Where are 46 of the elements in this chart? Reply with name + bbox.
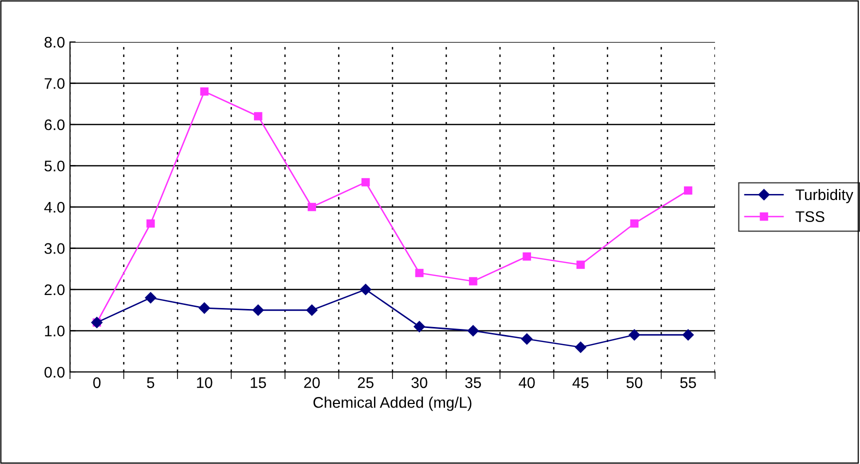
y-tick-label: 4.0 [44,202,65,213]
point [628,329,640,340]
point [414,321,425,332]
point [522,252,532,261]
x-tick-label: 0 [93,377,101,388]
y-tick-label: 7.0 [44,78,65,89]
point [252,304,264,316]
y-tick-label: 1.0 [45,326,65,336]
point [146,219,155,228]
point [575,342,586,353]
x-tick-label: 40 [518,377,535,388]
point [415,268,424,278]
point [200,87,209,96]
x-tick-label: 5 [146,377,154,388]
point [308,202,316,212]
y-tick-label: 2.0 [44,284,65,296]
y-tick-label: 6.0 [44,119,65,130]
point [468,325,479,336]
x-tick-label: 55 [680,377,696,388]
x-tick-label: 10 [197,377,212,388]
y-tick-label: 3.0 [44,243,65,254]
point [145,292,156,304]
point [630,219,639,228]
point [360,284,372,296]
y-tick-label: 5.0 [44,160,65,172]
x-tick-label: 15 [250,377,266,388]
x-tick-label: 50 [626,377,642,388]
x-tick-label: 25 [358,377,374,388]
point [684,186,692,195]
point [468,277,478,286]
point [576,260,585,269]
point [521,333,532,345]
point [682,329,694,340]
legend-label: Turbidity [796,188,854,204]
x-tick-label: 20 [304,377,320,388]
x-tick-label: 30 [411,377,428,388]
point [254,112,262,120]
x-tick-label: 45 [572,377,588,388]
x-tick-label: 35 [465,377,481,388]
x-axis-title: Chemical Added (mg/L) [313,396,472,411]
y-tick-label: 0.0 [44,366,65,378]
point [306,304,318,316]
point [198,302,210,314]
point [361,178,370,186]
y-tick-label: 8.0 [44,36,65,48]
legend-label: TSS [796,211,824,222]
